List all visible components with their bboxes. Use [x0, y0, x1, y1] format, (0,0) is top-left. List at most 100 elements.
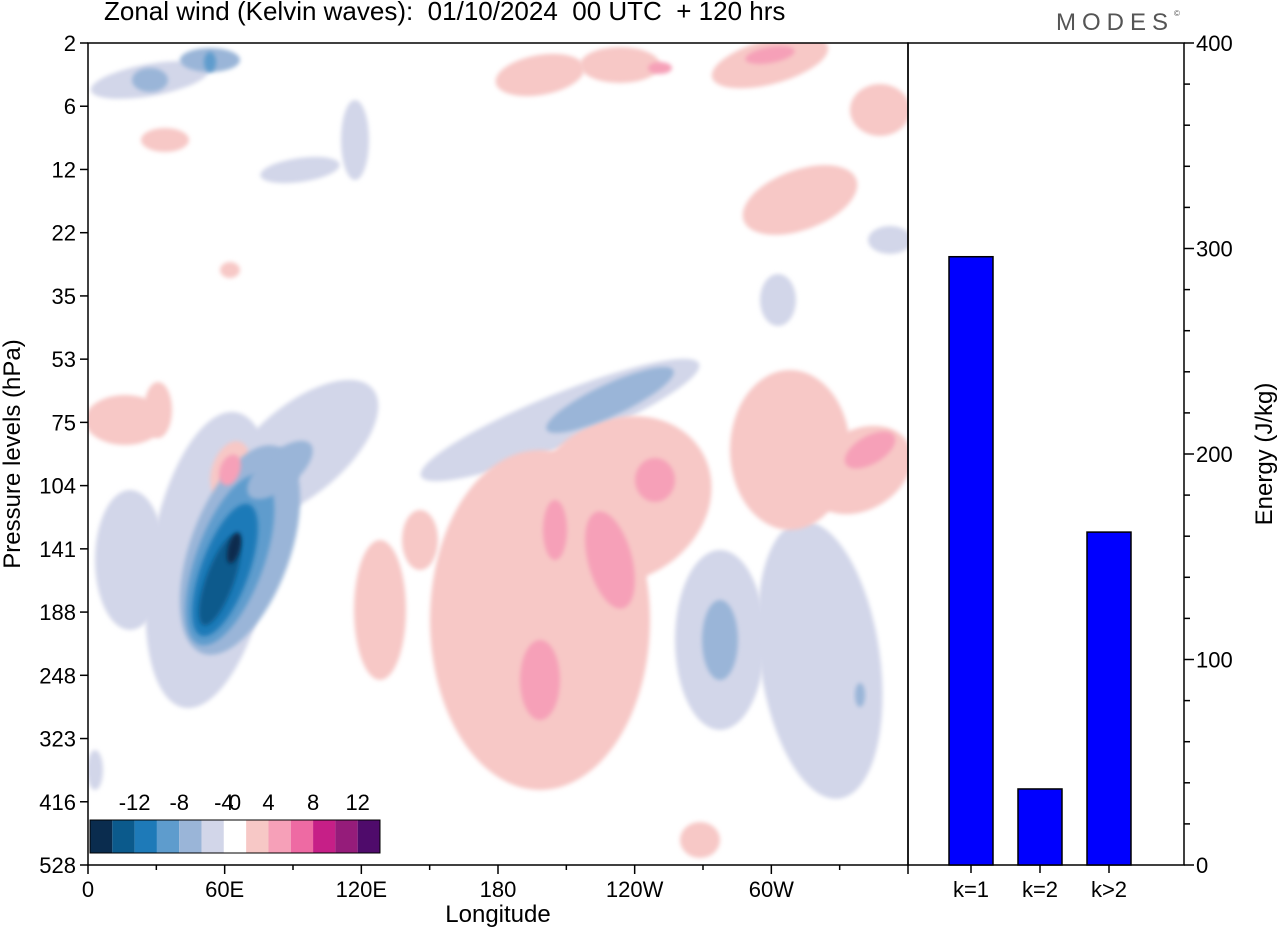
y-axis-label: Pressure levels (hPa): [0, 339, 26, 568]
x-tick-label: 120W: [606, 877, 664, 902]
colorbar-label: -8: [169, 790, 189, 815]
contour-patch: [402, 510, 438, 570]
bar-y-tick-label: 400: [1196, 31, 1233, 56]
contour-patch: [580, 47, 660, 83]
contour-patch: [341, 100, 369, 180]
y-tick-label: 12: [52, 157, 76, 182]
colorbar-swatch: [134, 820, 157, 853]
bar-category-label: k=2: [1022, 877, 1058, 902]
contour-core: [219, 454, 241, 486]
bar-y-tick-label: 300: [1196, 237, 1233, 262]
bar-category-label: k>2: [1091, 877, 1127, 902]
contour-core: [745, 46, 795, 64]
contour-patch: [868, 226, 908, 254]
contour-core: [520, 640, 560, 720]
contour-core: [247, 440, 313, 500]
contour-core: [635, 458, 675, 502]
y-tick-label: 104: [39, 474, 76, 499]
contour-patch: [757, 521, 883, 799]
contour-patch: [141, 128, 189, 152]
brand-mark: ©: [1174, 9, 1180, 18]
contour-patch: [220, 262, 240, 278]
colorbar-swatch: [156, 820, 180, 853]
colorbar-label: -12: [119, 790, 151, 815]
y-tick-label: 75: [52, 410, 76, 435]
colorbar-swatch: [290, 820, 314, 853]
modes-logo: MODES©: [1056, 9, 1180, 37]
contour-patch: [144, 382, 172, 438]
y-tick-label: 6: [64, 94, 76, 119]
y-tick-label: 141: [39, 537, 76, 562]
colorbar-label: 4: [262, 790, 274, 815]
colorbar-swatch: [201, 820, 224, 853]
contour-core: [844, 431, 896, 469]
y-tick-label: 528: [39, 853, 76, 878]
contour-core: [648, 62, 672, 74]
colorbar-label: 12: [345, 790, 369, 815]
energy-bars: [948, 255, 1132, 866]
x-tick-label: 60W: [749, 877, 794, 902]
bar-y-tick-label: 100: [1196, 648, 1233, 673]
y-tick-label: 188: [39, 600, 76, 625]
contour-core: [702, 600, 738, 680]
contour-core: [855, 683, 865, 707]
colorbar-swatch: [179, 820, 202, 853]
x-axis-label: Longitude: [445, 901, 550, 928]
y-tick-label: 35: [52, 284, 76, 309]
contour-field: [88, 43, 908, 858]
y-tick-label: 2: [64, 31, 76, 56]
colorbar-label: -4: [214, 790, 234, 815]
x-tick-label: 0: [82, 877, 94, 902]
contour-core: [546, 367, 674, 433]
hovmoller-panel: 2 6 12 22 35 53 75 104 141 188 248 323 416 528 0 60E 12…: [0, 31, 909, 928]
contour-patch: [260, 156, 340, 184]
energy-bar: [948, 255, 994, 866]
colorbar-frame: [89, 819, 381, 854]
x-axis-ticks: 0 60E 120E 180 120W 60W: [82, 865, 909, 902]
colorbar-swatch: [313, 820, 336, 853]
colorbar-swatch: [335, 820, 358, 853]
colorbar-swatch: [90, 820, 113, 853]
contour-core: [543, 500, 567, 560]
colorbar-label: 8: [307, 790, 319, 815]
contour-patch: [760, 274, 796, 326]
y-tick-label: 53: [52, 347, 76, 372]
contour-patch: [88, 750, 103, 790]
colorbar-swatch: [112, 820, 135, 853]
x-tick-label: 180: [480, 877, 517, 902]
colorbar-swatch: [268, 820, 291, 853]
colorbar-swatch: [223, 820, 247, 853]
y-tick-label: 416: [39, 790, 76, 815]
chart-title: Zonal wind (Kelvin waves): 01/10/2024 00…: [104, 0, 786, 26]
bar-category-label: k=1: [953, 877, 989, 902]
contour-patch: [354, 540, 406, 680]
x-tick-label: 120E: [336, 877, 387, 902]
bar-y-tick-label: 0: [1196, 853, 1208, 878]
contour-patch: [495, 53, 585, 97]
y-tick-label: 323: [39, 727, 76, 752]
y-tick-label: 22: [52, 221, 76, 246]
brand-text: MODES: [1056, 9, 1175, 36]
contour-patch: [680, 822, 720, 858]
energy-bar-panel: 0 100 200 300 400 k=1 k=2 k>2 Energy (J/kg): [907, 31, 1278, 902]
colorbar-swatch: [357, 820, 380, 853]
contour-patch: [742, 165, 858, 235]
bar-y-tick-label: 200: [1196, 442, 1233, 467]
contour-patch: [528, 415, 712, 585]
colorbar-swatch: [246, 820, 269, 853]
contour-core: [226, 532, 242, 564]
energy-bar: [1017, 788, 1063, 866]
y-tick-label: 248: [39, 663, 76, 688]
bar-y-axis-label: Energy (J/kg): [1251, 383, 1278, 526]
colorbar: -12 -8 -40 4 8 12: [89, 790, 381, 854]
contour-core: [585, 511, 635, 609]
energy-bar: [1086, 531, 1132, 866]
contour-patch: [95, 490, 165, 630]
y-axis-ticks: 2 6 12 22 35 53 75 104 141 188 248 323 416 528: [39, 31, 88, 878]
colorbar-label: 0: [229, 790, 241, 815]
contour-core: [132, 68, 168, 92]
x-tick-label: 60E: [205, 877, 244, 902]
contour-patch: [850, 84, 908, 136]
bar-y-axis-ticks: 0 100 200 300 400: [1184, 31, 1233, 878]
